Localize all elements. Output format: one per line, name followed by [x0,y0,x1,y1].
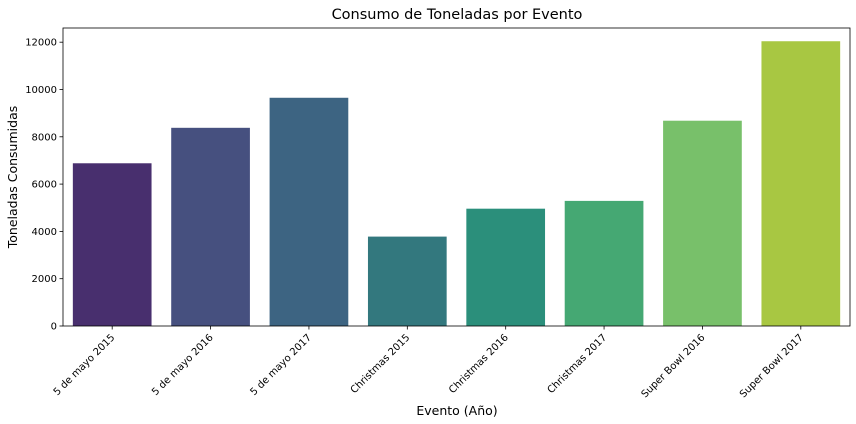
x-tick-label: 5 de mayo 2016 [150,332,216,398]
y-tick-label: 8000 [32,132,57,143]
y-tick-label: 6000 [32,180,57,191]
x-tick-label: 5 de mayo 2017 [248,332,314,398]
chart-title: Consumo de Toneladas por Evento [332,7,583,23]
x-tick-label: Super Bowl 2016 [640,332,708,400]
x-axis-title: Evento (Año) [416,403,497,418]
y-tick-label: 12000 [25,38,57,49]
y-tick-label: 10000 [25,85,57,96]
bar-4 [367,236,447,326]
bar-2 [171,127,250,326]
bar-1 [72,163,152,326]
y-axis-title: Toneladas Consumidas [5,106,20,249]
bar-3 [269,97,349,327]
bar-6 [564,200,644,326]
y-axis: 0 2000 4000 6000 8000 10000 12000 [25,38,63,333]
plot-frame [62,27,851,327]
x-tick-label: Christmas 2015 [349,332,413,396]
x-tick-label: Christmas 2017 [546,332,610,396]
y-tick-label: 2000 [32,274,57,285]
bar-8 [761,41,841,327]
x-tick-label: Christmas 2016 [447,332,511,396]
bar-5 [466,208,546,326]
x-tick-label: 5 de mayo 2015 [52,332,118,398]
x-tick-label: Super Bowl 2017 [738,332,806,400]
y-tick-label: 4000 [32,227,57,238]
bars-group [72,41,841,327]
x-axis: 5 de mayo 2015 5 de mayo 2016 5 de mayo 20… [52,326,806,400]
y-tick-label: 0 [51,322,57,333]
bar-7 [663,120,742,327]
